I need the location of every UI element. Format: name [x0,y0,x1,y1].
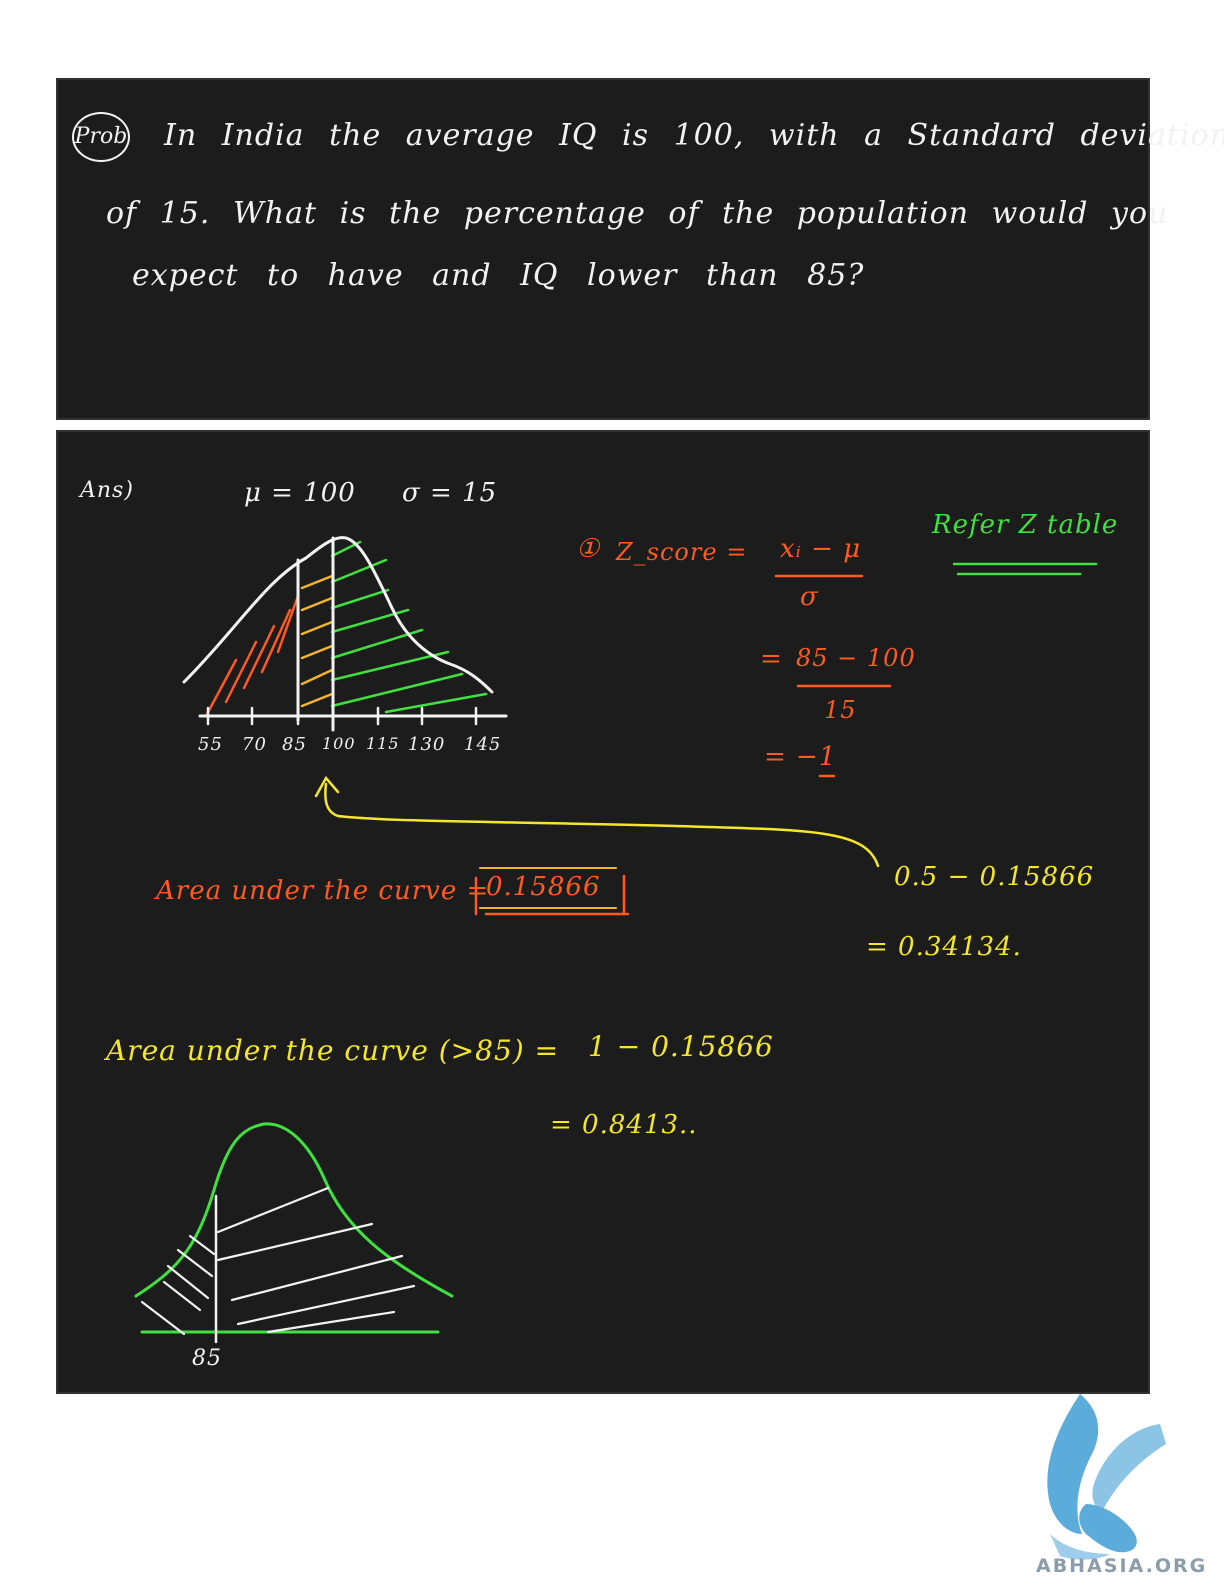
normal-curve-bottom [134,1122,454,1344]
orange-hatch [204,594,300,718]
sigma-value: σ = 15 [402,478,498,508]
axis-tick-label: 115 [366,734,400,753]
griffin-logo-icon [1047,1394,1166,1560]
problem-badge: Prob [72,112,130,162]
area-gt-label: Area under the curve (>85) = [106,1034,560,1067]
area-value: 0.15866 [486,872,601,902]
area-label: Area under the curve = [156,876,490,906]
axis-tick-label: 145 [464,734,502,755]
eq-sign: = [760,644,783,674]
ztable-note: Refer Z table [932,510,1119,540]
normal-curve-top [182,536,508,732]
axis-tick-label: 100 [322,734,356,753]
calc-line-2: = 0.34134. [866,932,1022,962]
problem-line-1: In India the average IQ is 100, with a S… [164,118,1224,153]
bottom-tick-label: 85 [192,1346,222,1371]
calc-line-1: 0.5 − 0.15866 [894,862,1095,892]
z-result: = −1 [764,742,837,772]
zscore-label: Z_score = [616,538,748,566]
zscore-denominator: σ [800,582,819,612]
mu-value: μ = 100 [244,478,356,508]
fraction-bars [774,562,1098,778]
yellow-arrow [314,775,880,868]
problem-line-2: of 15. What is the percentage of the pop… [106,196,1169,231]
area-gt-result: = 0.8413.. [550,1110,698,1140]
zscore-numerator: xᵢ − μ [780,534,862,564]
green-hatch [330,540,488,714]
axis-tick-label: 130 [408,734,446,755]
problem-line-3: expect to have and IQ lower than 85? [132,258,865,293]
axis-tick-label: 85 [282,734,307,755]
problem-panel: Prob In India the average IQ is 100, wit… [56,78,1224,420]
answer-drawings [134,536,1098,1344]
step-number: ① [576,534,601,564]
area-value-box [474,867,630,916]
axis-tick-label: 70 [242,734,267,755]
axis-tick-label: 55 [198,734,223,755]
answer-label: Ans) [80,478,134,503]
substitution-numerator: 85 − 100 [796,644,916,672]
substitution-denominator: 15 [824,696,857,724]
answer-panel: Ans) μ = 100 σ = 15 Refer Z table ① Z_sc… [56,430,1150,1394]
area-gt-expr: 1 − 0.15866 [588,1030,774,1063]
yellow-hatch [300,574,334,708]
logo-text: ABHASIA.ORG [1036,1555,1208,1577]
